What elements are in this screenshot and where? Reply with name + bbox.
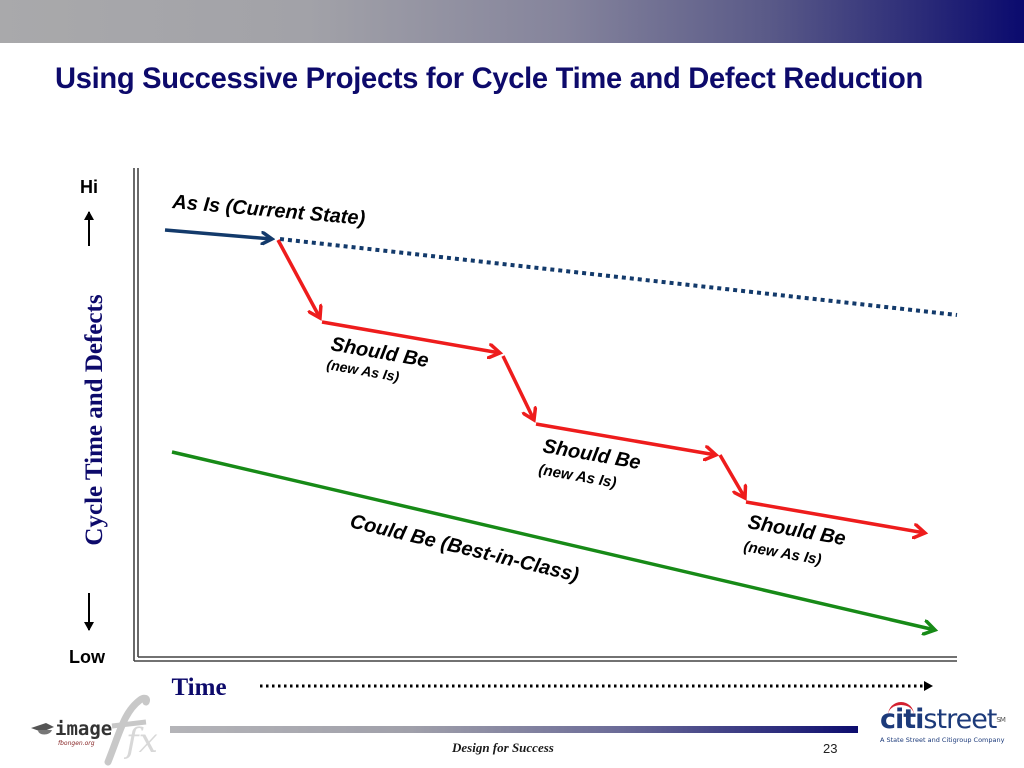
citistreet-wordmark: citistreetSM <box>880 702 1010 735</box>
drop-arrow-2 <box>501 355 534 420</box>
should-be-arrow-1 <box>321 320 500 353</box>
citistreet-logo: citistreetSM A State Street and Citigrou… <box>880 702 1010 744</box>
should-be-arrow-3 <box>745 500 925 533</box>
y-axis <box>133 168 139 661</box>
header-gradient-bar <box>0 0 1024 43</box>
slide-title: Using Successive Projects for Cycle Time… <box>55 62 923 95</box>
y-low-label: Low <box>69 647 106 667</box>
x-axis <box>134 656 957 662</box>
page-number: 23 <box>823 741 838 756</box>
drop-arrow-1 <box>276 239 320 318</box>
footer-gradient-bar <box>170 726 858 733</box>
as-is-solid-arrow <box>164 228 272 239</box>
drop-arrow-3 <box>718 454 745 498</box>
x-axis-label: Time <box>171 674 226 701</box>
footer-text: Design for Success <box>452 740 554 755</box>
imagefx-brand: image <box>55 718 112 740</box>
imagefx-logo: fx image fbongen.org <box>31 694 158 766</box>
citi-arc-icon <box>888 702 914 715</box>
as-is-dotted-projection <box>279 237 958 317</box>
y-high-label: Hi <box>80 177 98 197</box>
imagefx-suffix: fx <box>123 721 158 761</box>
as-is-label: As Is (Current State) <box>171 191 367 230</box>
street-text: street <box>923 704 997 735</box>
should-be-arrow-2 <box>535 422 716 455</box>
could-be-arrow <box>171 450 935 630</box>
citistreet-tagline: A State Street and Citigroup Company <box>880 736 1005 744</box>
y-axis-label: Cycle Time and Defects <box>81 294 108 545</box>
trademark-mark: SM <box>996 716 1006 724</box>
imagefx-tagline: fbongen.org <box>58 740 95 747</box>
